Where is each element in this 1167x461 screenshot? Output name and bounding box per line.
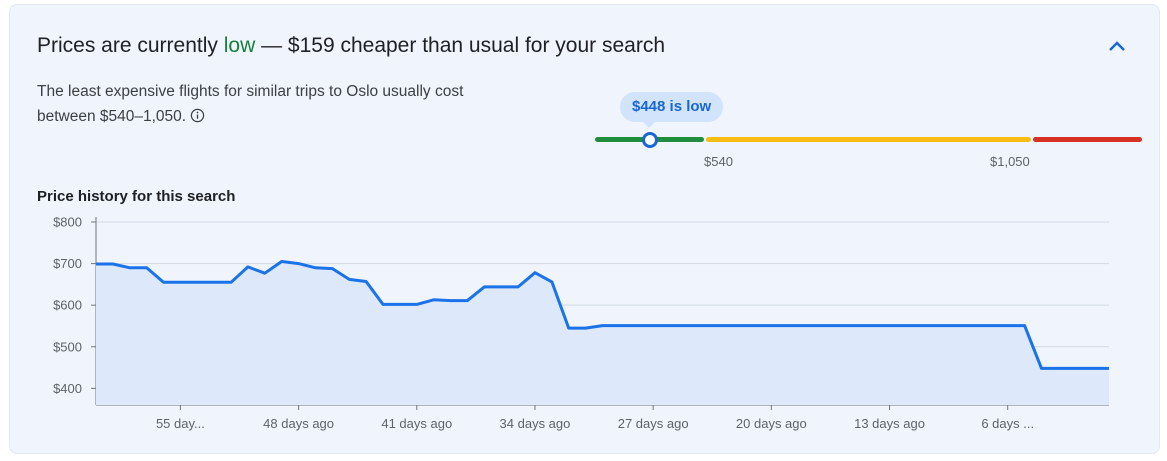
price-history-chart[interactable]: $800 $700 $600 $500 $400 55 day... 48 days ago…: [10, 5, 1161, 455]
price-point[interactable]: [397, 301, 403, 307]
price-point[interactable]: [566, 325, 572, 331]
price-point[interactable]: [988, 323, 994, 329]
price-point[interactable]: [819, 323, 825, 329]
price-point[interactable]: [93, 261, 99, 267]
price-point[interactable]: [903, 323, 909, 329]
typical-price-segment: [706, 137, 1031, 142]
price-point[interactable]: [380, 301, 386, 307]
price-point[interactable]: [870, 323, 876, 329]
headline-prefix: Prices are currently: [37, 34, 224, 57]
info-icon[interactable]: [190, 106, 205, 131]
price-history-title: Price history for this search: [37, 188, 236, 205]
high-price-segment: [1033, 137, 1142, 142]
price-point[interactable]: [802, 323, 808, 329]
price-point[interactable]: [768, 323, 774, 329]
current-price-marker: [642, 132, 658, 148]
price-point[interactable]: [1106, 365, 1112, 371]
price-point[interactable]: [549, 279, 555, 285]
price-point[interactable]: [1072, 365, 1078, 371]
x-tick-label: 6 days ...: [981, 416, 1034, 431]
price-point[interactable]: [279, 259, 285, 265]
price-area: [96, 261, 1109, 405]
bubble-tail: [643, 122, 655, 128]
y-tick-label: $500: [53, 339, 82, 354]
price-point[interactable]: [228, 279, 234, 285]
price-point[interactable]: [245, 264, 251, 270]
price-point[interactable]: [414, 301, 420, 307]
price-point[interactable]: [1038, 365, 1044, 371]
price-point[interactable]: [616, 323, 622, 329]
description-text: The least expensive flights for similar …: [37, 83, 464, 125]
price-point[interactable]: [532, 270, 538, 276]
x-tick-label: 27 days ago: [618, 416, 689, 431]
price-point[interactable]: [346, 276, 352, 282]
price-insight-card: Prices are currently low — $159 cheaper …: [9, 4, 1160, 454]
price-point[interactable]: [684, 323, 690, 329]
price-point[interactable]: [161, 279, 167, 285]
x-tick-label: 48 days ago: [263, 416, 334, 431]
headline-suffix: — $159 cheaper than usual for your searc…: [255, 34, 665, 57]
price-point[interactable]: [971, 323, 977, 329]
y-tick-label: $800: [53, 215, 82, 230]
price-point[interactable]: [127, 265, 133, 271]
price-point[interactable]: [194, 279, 200, 285]
low-threshold-label: $540: [704, 154, 733, 169]
price-point[interactable]: [836, 323, 842, 329]
x-tick-label: 55 day...: [156, 416, 205, 431]
price-point[interactable]: [211, 279, 217, 285]
price-point[interactable]: [481, 284, 487, 290]
collapse-button[interactable]: [1102, 32, 1132, 62]
price-point[interactable]: [701, 323, 707, 329]
price-point[interactable]: [633, 323, 639, 329]
price-point[interactable]: [296, 261, 302, 267]
price-status: low: [223, 34, 256, 57]
price-point[interactable]: [735, 323, 741, 329]
y-tick-label: $700: [53, 256, 82, 271]
y-tick-label: $600: [53, 298, 82, 313]
price-insight-headline: Prices are currently low — $159 cheaper …: [37, 34, 665, 58]
price-point[interactable]: [1089, 365, 1095, 371]
price-point[interactable]: [650, 323, 656, 329]
price-point[interactable]: [144, 265, 150, 271]
price-point[interactable]: [363, 278, 369, 284]
price-range-description: The least expensive flights for similar …: [37, 79, 487, 131]
price-point[interactable]: [464, 298, 470, 304]
price-point[interactable]: [498, 284, 504, 290]
price-point[interactable]: [920, 323, 926, 329]
price-point[interactable]: [312, 265, 318, 271]
price-range-indicator: $448 is low $540 $1,050: [585, 89, 1142, 169]
price-point[interactable]: [262, 270, 268, 276]
price-point[interactable]: [177, 279, 183, 285]
price-point[interactable]: [667, 323, 673, 329]
price-point[interactable]: [583, 325, 589, 331]
price-point[interactable]: [751, 323, 757, 329]
price-point[interactable]: [1055, 365, 1061, 371]
price-point[interactable]: [329, 266, 335, 272]
x-tick-label: 13 days ago: [854, 416, 925, 431]
chevron-up-icon: [1109, 41, 1125, 51]
price-point[interactable]: [600, 323, 606, 329]
high-threshold-label: $1,050: [990, 154, 1030, 169]
x-tick-label: 20 days ago: [736, 416, 807, 431]
x-tick-label: 34 days ago: [500, 416, 571, 431]
price-point[interactable]: [1022, 323, 1028, 329]
price-point[interactable]: [431, 297, 437, 303]
price-point[interactable]: [954, 323, 960, 329]
price-point[interactable]: [1005, 323, 1011, 329]
price-point[interactable]: [937, 323, 943, 329]
price-line: [96, 260, 1109, 370]
current-price-bubble: $448 is low: [620, 92, 724, 122]
price-point[interactable]: [515, 284, 521, 290]
x-tick-label: 41 days ago: [381, 416, 452, 431]
price-point[interactable]: [853, 323, 859, 329]
price-point[interactable]: [110, 261, 116, 267]
price-point[interactable]: [887, 323, 893, 329]
price-point[interactable]: [448, 298, 454, 304]
price-point[interactable]: [718, 323, 724, 329]
y-tick-label: $400: [53, 381, 82, 396]
price-point[interactable]: [785, 323, 791, 329]
